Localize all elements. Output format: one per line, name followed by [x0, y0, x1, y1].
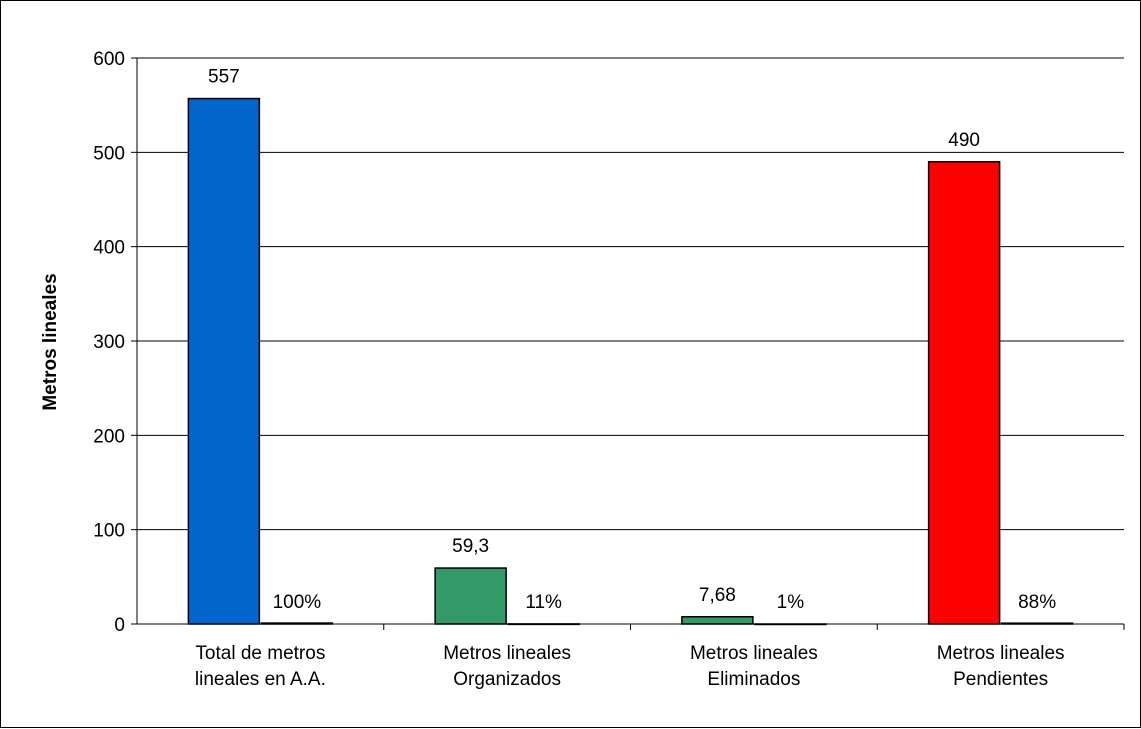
- y-tick-label: 0: [114, 615, 125, 636]
- data-label-percent: 11%: [525, 592, 562, 613]
- bar-percent: [260, 622, 334, 625]
- category-label: Pendientes: [953, 669, 1048, 690]
- data-label-percent: 88%: [1018, 592, 1056, 613]
- data-label-value: 557: [208, 67, 240, 88]
- category-label: Total de metros: [195, 643, 325, 664]
- data-label-percent: 100%: [273, 592, 322, 613]
- bar-value: [434, 567, 507, 625]
- data-label-value: 7,68: [699, 585, 736, 606]
- bar-value: [681, 616, 754, 625]
- bar-percent: [754, 623, 827, 626]
- y-tick-label: 600: [93, 49, 125, 70]
- y-tick-label: 400: [93, 238, 125, 259]
- bar-percent: [1000, 622, 1074, 625]
- category-label: Metros lineales: [937, 643, 1065, 664]
- data-label-value: 59,3: [452, 536, 489, 557]
- category-label: Organizados: [453, 669, 561, 690]
- data-labels: 557 100% 59,3 11% 7,68 1% 490 88%: [208, 67, 1056, 613]
- y-axis-label: Metros lineales: [40, 273, 61, 410]
- y-tick-label: 200: [93, 426, 125, 447]
- category-labels: Total de metros lineales en A.A. Metros li…: [195, 643, 1065, 690]
- category-label: Metros lineales: [443, 643, 571, 664]
- category-label: lineales en A.A.: [195, 669, 326, 690]
- bar-percent: [507, 623, 580, 626]
- category-label: Metros lineales: [690, 643, 818, 664]
- y-tick-labels: 0 100 200 300 400 500 600: [93, 49, 125, 636]
- y-tick-label: 500: [93, 143, 125, 164]
- bar-value: [927, 161, 1001, 625]
- y-tick-label: 100: [93, 521, 125, 542]
- data-label-percent: 1%: [777, 592, 805, 613]
- category-label: Eliminados: [707, 669, 800, 690]
- bar-value: [187, 97, 261, 625]
- y-tick-label: 300: [93, 332, 125, 353]
- data-label-value: 490: [948, 130, 980, 151]
- bars: [187, 97, 1074, 626]
